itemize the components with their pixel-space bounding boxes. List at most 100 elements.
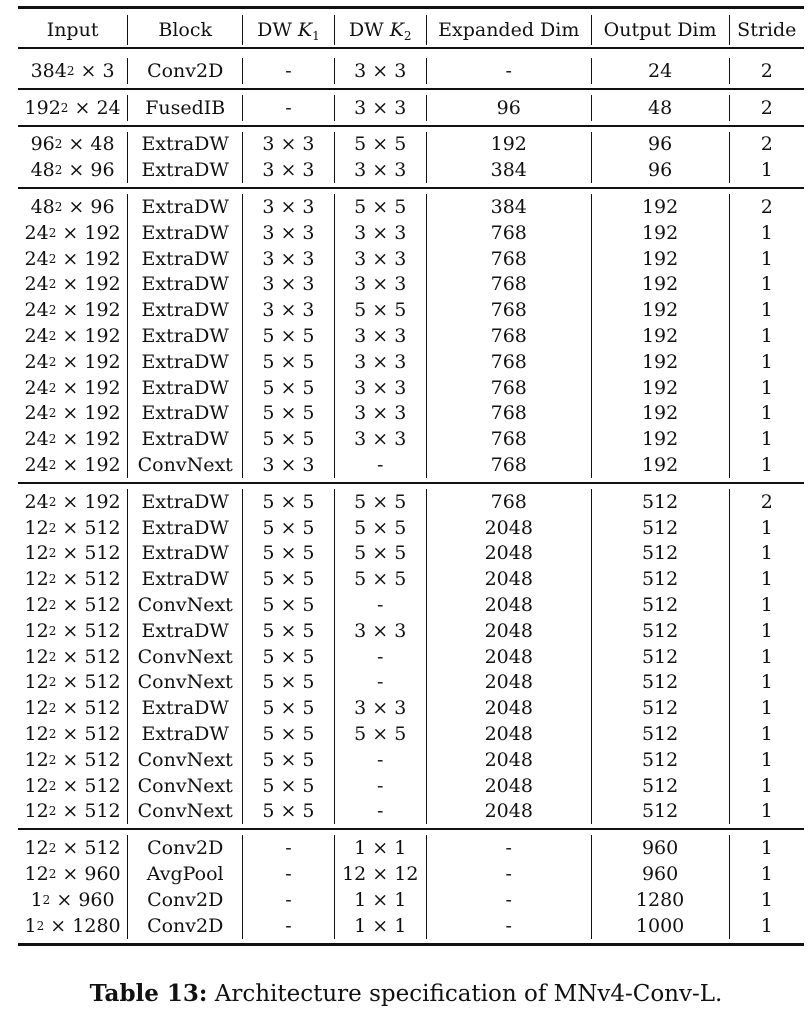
dw-k1-cell: 5 × 5 bbox=[243, 695, 335, 722]
input-spatial: 12 bbox=[24, 619, 49, 642]
input-spatial: 12 bbox=[24, 863, 49, 885]
block-cell: Conv2D bbox=[128, 835, 244, 862]
block-cell: ConvNext bbox=[128, 746, 244, 773]
input-spatial: 12 bbox=[24, 671, 49, 694]
stride-cell: 1 bbox=[760, 619, 773, 642]
block-cell: AvgPool bbox=[128, 861, 244, 887]
group-rule bbox=[18, 828, 804, 831]
dw-k2-cell: 5 × 5 bbox=[335, 131, 427, 158]
input-cell: 12 2 × 960 bbox=[18, 861, 129, 887]
input-cell: 12 2 × 512 bbox=[18, 835, 129, 862]
input-spatial: 12 bbox=[24, 516, 49, 539]
dw-k2-cell: 3 × 3 bbox=[335, 374, 427, 401]
stride-cell: 1 bbox=[760, 697, 773, 720]
output-dim-cell: 512 bbox=[592, 695, 730, 722]
output-dim-cell: 96 bbox=[592, 131, 730, 158]
input-spatial: 12 bbox=[24, 594, 49, 617]
expanded-dim-cell: 768 bbox=[427, 426, 592, 453]
row-group: 192 2 × 24 FusedIB -3 × 3 96 48 2 bbox=[18, 90, 804, 125]
table-row: 12 2 × 960 AvgPool -12 × 12-960 1 bbox=[18, 861, 804, 887]
table-caption: Table 13: Architecture specification of … bbox=[0, 980, 812, 1007]
group-rule bbox=[18, 481, 804, 484]
input-cell: 24 2 × 192 bbox=[18, 452, 129, 478]
stride-cell: 1 bbox=[760, 800, 773, 823]
dw-k1-cell: 5 × 5 bbox=[243, 721, 335, 747]
input-cell: 24 2 × 192 bbox=[18, 400, 129, 427]
input-spatial: 24 bbox=[24, 273, 49, 296]
dw-k1-cell: 3 × 3 bbox=[243, 194, 335, 220]
dw-k2-cell: - bbox=[335, 798, 427, 825]
input-channels: 512 bbox=[84, 594, 121, 617]
input-cell: 12 2 × 512 bbox=[18, 592, 129, 618]
dw-k1-cell: 5 × 5 bbox=[243, 323, 335, 349]
stride-cell: 2 bbox=[760, 490, 773, 513]
input-channels: 512 bbox=[84, 645, 121, 668]
output-dim-cell: 96 bbox=[592, 157, 730, 184]
expanded-dim-cell: 2048 bbox=[427, 798, 592, 825]
dw-k1-cell: 5 × 5 bbox=[243, 566, 335, 593]
stride-cell: 1 bbox=[760, 774, 773, 797]
input-channels: 192 bbox=[84, 402, 121, 425]
stride-cell: 1 bbox=[760, 428, 773, 451]
table-row: 12 2 × 512 ConvNext 5 × 5-2048 512 1 bbox=[18, 592, 804, 618]
dw-k2-cell: 5 × 5 bbox=[335, 514, 427, 541]
expanded-dim-cell: 2048 bbox=[427, 695, 592, 722]
block-cell: ExtraDW bbox=[128, 157, 244, 184]
input-cell: 24 2 × 192 bbox=[18, 374, 129, 401]
stride-cell: 1 bbox=[760, 325, 773, 348]
output-dim-cell: 192 bbox=[592, 245, 730, 272]
block-cell: ExtraDW bbox=[128, 617, 244, 644]
dw-k2-cell: - bbox=[335, 746, 427, 773]
table-row: 192 2 × 24 FusedIB -3 × 3 96 48 2 bbox=[18, 94, 804, 121]
input-cell: 24 2 × 192 bbox=[18, 348, 129, 375]
expanded-dim-cell: 384 bbox=[427, 157, 592, 184]
dw-k1-cell: - bbox=[243, 912, 335, 939]
input-channels: 512 bbox=[84, 697, 121, 720]
stride-cell: 1 bbox=[760, 863, 773, 885]
output-dim-cell: 512 bbox=[592, 592, 730, 618]
expanded-dim-cell: 2048 bbox=[427, 514, 592, 541]
table-row: 384 2 × 3 Conv2D -3 × 3-24 2 bbox=[18, 58, 804, 84]
row-group: 384 2 × 3 Conv2D -3 × 3-24 2 bbox=[18, 49, 804, 88]
input-spatial: 12 bbox=[24, 723, 49, 746]
input-cell: 384 2 × 3 bbox=[18, 58, 129, 84]
output-dim-cell: 192 bbox=[592, 323, 730, 349]
input-channels: 512 bbox=[84, 516, 121, 539]
dw-k1-cell: 5 × 5 bbox=[243, 400, 335, 427]
stride-cell: 2 bbox=[760, 59, 773, 82]
expanded-dim-cell: - bbox=[427, 835, 592, 862]
input-channels: 192 bbox=[84, 221, 121, 244]
input-cell: 12 2 × 512 bbox=[18, 746, 129, 773]
dw-k1-cell: 5 × 5 bbox=[243, 488, 335, 515]
block-cell: FusedIB bbox=[128, 94, 244, 121]
input-channels: 192 bbox=[84, 273, 121, 296]
output-dim-cell: 192 bbox=[592, 219, 730, 246]
input-cell: 48 2 × 96 bbox=[18, 194, 129, 220]
dw-k2-cell: 3 × 3 bbox=[335, 157, 427, 184]
dw-k2-cell: 1 × 1 bbox=[335, 835, 427, 862]
block-cell: Conv2D bbox=[128, 886, 244, 913]
input-channels: 512 bbox=[84, 671, 121, 694]
dw-k2-cell: 3 × 3 bbox=[335, 617, 427, 644]
input-spatial: 48 bbox=[30, 196, 55, 219]
dw-k1-cell: 3 × 3 bbox=[243, 271, 335, 298]
dw-k1-cell: 5 × 5 bbox=[243, 798, 335, 825]
expanded-dim-cell: 2048 bbox=[427, 643, 592, 670]
dw-k1-cell: 5 × 5 bbox=[243, 746, 335, 773]
table-row: 12 2 × 512 Conv2D -1 × 1-960 1 bbox=[18, 835, 804, 862]
output-dim-cell: 192 bbox=[592, 348, 730, 375]
input-cell: 12 2 × 512 bbox=[18, 721, 129, 747]
group-rule bbox=[18, 124, 804, 127]
input-spatial: 12 bbox=[24, 748, 49, 771]
